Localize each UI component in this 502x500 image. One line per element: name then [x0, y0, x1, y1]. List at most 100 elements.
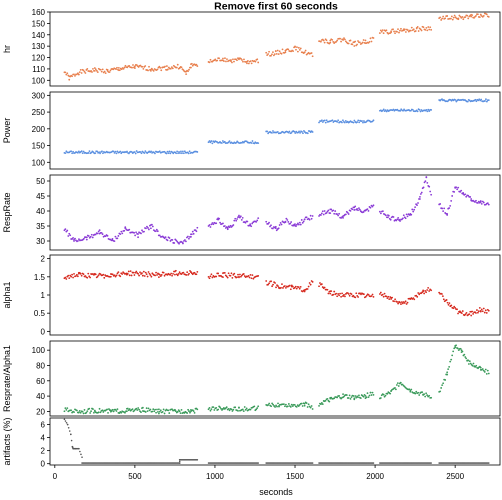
data-point — [99, 152, 101, 155]
data-point — [378, 210, 381, 213]
data-point — [347, 213, 350, 215]
data-point — [472, 313, 474, 315]
data-point — [156, 408, 158, 411]
data-point — [256, 407, 259, 409]
data-point — [449, 17, 452, 20]
data-point — [277, 285, 279, 288]
data-point — [186, 412, 189, 414]
data-point — [235, 141, 238, 144]
data-point — [152, 70, 155, 72]
data-point — [274, 227, 277, 230]
data-point — [388, 298, 391, 301]
data-point — [188, 410, 190, 413]
data-point — [430, 193, 433, 196]
data-point — [195, 230, 198, 233]
data-point — [144, 411, 147, 413]
series-segment — [265, 462, 314, 464]
data-point — [475, 199, 477, 202]
y-tick-label: 250 — [32, 108, 46, 117]
data-point — [344, 119, 347, 122]
data-point — [191, 64, 194, 67]
data-point — [191, 230, 194, 233]
data-point — [298, 48, 301, 51]
data-point — [221, 140, 224, 142]
data-point — [230, 59, 232, 61]
data-point — [414, 30, 417, 32]
data-point — [154, 230, 157, 233]
data-point — [325, 39, 328, 42]
data-point — [382, 295, 385, 298]
data-point — [150, 223, 153, 226]
data-point — [361, 120, 363, 122]
data-point — [415, 294, 418, 297]
data-point — [364, 395, 367, 397]
data-point — [158, 410, 161, 413]
data-point — [477, 311, 479, 314]
data-point — [487, 15, 490, 18]
data-point — [242, 60, 244, 63]
data-point — [284, 405, 286, 408]
data-point — [137, 236, 139, 239]
data-point — [116, 237, 119, 240]
data-point — [101, 68, 104, 71]
data-point — [72, 150, 74, 153]
data-point — [141, 65, 144, 68]
data-point — [212, 223, 215, 226]
data-point — [291, 405, 294, 407]
data-point — [209, 409, 212, 412]
data-point — [95, 69, 98, 72]
data-point — [425, 176, 428, 178]
data-point — [74, 237, 76, 240]
data-point — [281, 283, 283, 286]
data-point — [84, 275, 87, 277]
data-point — [416, 110, 419, 113]
data-point — [232, 408, 235, 411]
data-point — [425, 27, 428, 29]
data-point — [82, 412, 85, 415]
data-point — [140, 232, 142, 235]
data-point — [371, 391, 374, 394]
data-point — [158, 150, 161, 153]
data-point — [382, 108, 385, 111]
data-point — [93, 69, 96, 72]
data-point — [64, 420, 67, 422]
data-point — [272, 283, 274, 286]
data-point — [142, 68, 145, 70]
data-point — [311, 281, 314, 283]
data-point — [393, 30, 395, 33]
data-point — [158, 234, 161, 237]
data-point — [290, 221, 293, 223]
series-segment — [318, 282, 375, 299]
data-point — [343, 293, 345, 296]
data-point — [96, 150, 99, 153]
data-point — [239, 216, 241, 219]
series-segment — [438, 462, 490, 464]
data-point — [358, 208, 361, 211]
data-point — [76, 275, 79, 278]
data-point — [178, 462, 181, 464]
data-point — [485, 98, 487, 101]
data-point — [485, 312, 488, 314]
data-point — [412, 28, 415, 31]
data-point — [336, 396, 339, 399]
data-point — [385, 110, 388, 113]
data-point — [336, 120, 339, 123]
data-point — [417, 292, 420, 294]
data-point — [277, 402, 279, 405]
y-axis-label: artifacts (%) — [2, 417, 12, 465]
data-point — [178, 460, 181, 463]
data-point — [115, 68, 117, 71]
data-point — [98, 229, 101, 232]
data-point — [69, 274, 72, 277]
data-point — [68, 277, 71, 279]
data-point — [156, 68, 159, 71]
data-point — [211, 276, 214, 279]
data-point — [128, 152, 130, 155]
data-point — [284, 51, 287, 54]
data-point — [349, 39, 352, 42]
series-segment — [379, 462, 432, 464]
data-point — [387, 295, 390, 298]
data-point — [225, 406, 228, 409]
data-point — [298, 221, 301, 224]
data-point — [134, 152, 137, 155]
